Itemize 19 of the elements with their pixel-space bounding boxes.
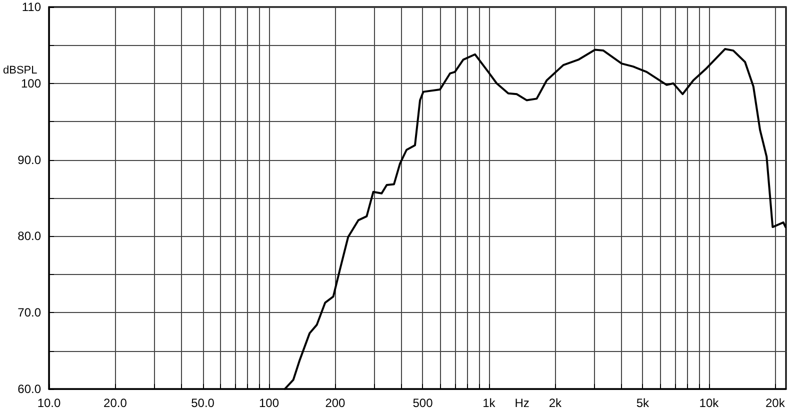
- x-tick-label: 500: [412, 396, 434, 410]
- y-tick-label: 80.0: [18, 229, 42, 244]
- y-tick-label: 70.0: [18, 306, 42, 320]
- x-tick-label: 5k: [636, 396, 650, 410]
- y-axis-title: dBSPL: [3, 64, 38, 76]
- x-tick-label: 50.0: [191, 396, 215, 410]
- x-tick-label: 200: [325, 396, 346, 410]
- x-tick-label: 20.0: [104, 396, 128, 410]
- y-tick-label: 110: [22, 0, 42, 14]
- x-tick-label: 10k: [699, 396, 720, 410]
- y-tick-label: 90.0: [18, 152, 42, 167]
- x-axis-title: Hz: [514, 396, 530, 410]
- y-tick-label: 60.0: [18, 382, 42, 396]
- x-tick-label: 20k: [765, 396, 786, 410]
- x-tick-label: 1k: [482, 396, 496, 410]
- x-tick-label: 100: [258, 396, 280, 410]
- x-tick-label: 2k: [548, 396, 563, 410]
- y-tick-label: 100: [20, 76, 42, 90]
- x-tick-label: 10.0: [37, 396, 61, 410]
